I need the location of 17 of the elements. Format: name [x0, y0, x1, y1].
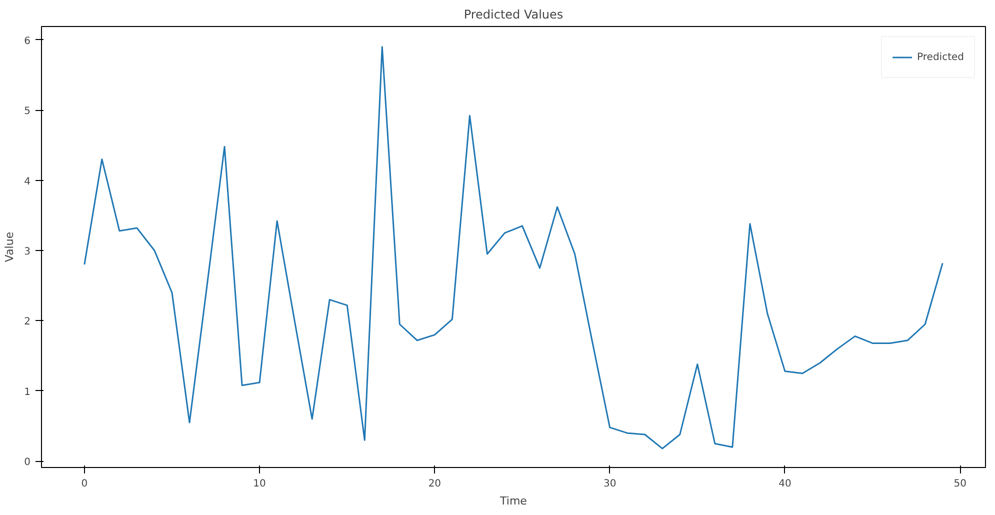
y-tick-label: 0 [24, 457, 31, 468]
y-tick-label: 5 [24, 106, 31, 118]
x-tick-label: 10 [253, 478, 266, 490]
legend-label: Predicted [917, 52, 964, 62]
y-tick-label: 3 [24, 246, 31, 258]
y-axis-title: Value [3, 232, 16, 262]
x-tick-label: 40 [778, 478, 792, 490]
x-tick-label: 30 [603, 478, 616, 490]
x-tick-label: 20 [428, 478, 442, 490]
y-tick-label: 4 [24, 176, 31, 188]
chart-title: Predicted Values [464, 8, 564, 22]
x-axis-title: Time [499, 494, 528, 508]
x-tick-label: 50 [954, 478, 966, 490]
x-tick-label: 0 [81, 478, 88, 490]
y-tick-label: 2 [24, 316, 31, 328]
y-tick-label: 1 [24, 386, 31, 398]
y-tick-label: 6 [24, 36, 31, 47]
